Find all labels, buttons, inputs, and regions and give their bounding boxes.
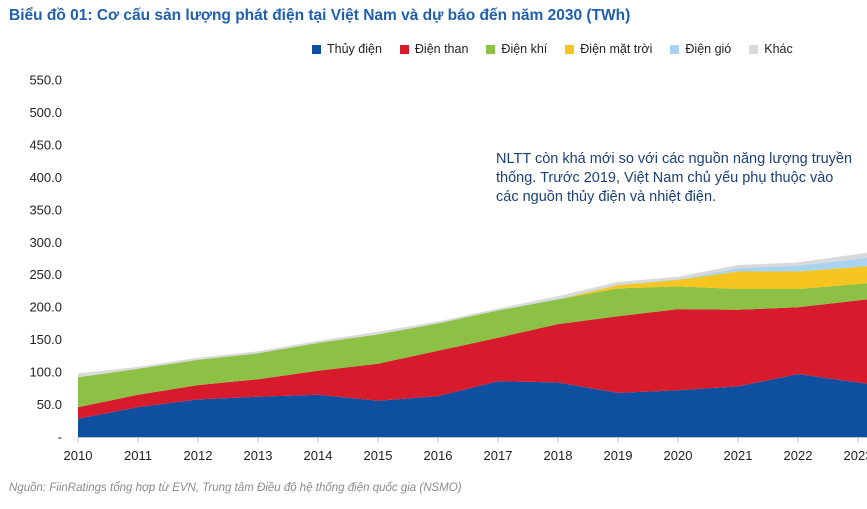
- x-axis-ticks: 2010 2011 2012 2013 2014 2015 2016 2017 2018 2019…: [64, 437, 867, 463]
- area-series-3: [78, 266, 867, 378]
- legend-item-dien-khi: Điện khí: [486, 42, 547, 56]
- y-tick-label: 550.0: [29, 73, 62, 88]
- legend-label: Điện gió: [685, 42, 732, 56]
- area-series-0: [78, 374, 867, 437]
- legend-swatch: [670, 44, 680, 54]
- y-tick-label: 500.0: [29, 105, 62, 120]
- x-tick-label: 2016: [424, 448, 453, 463]
- y-tick-label: 400.0: [29, 170, 62, 185]
- legend-item-khac: Khác: [749, 42, 793, 56]
- legend-swatch: [486, 44, 496, 54]
- legend-swatch: [312, 44, 321, 54]
- y-tick-label: 350.0: [29, 202, 62, 217]
- legend-item-dien-mat-troi: Điện mặt trời: [565, 42, 652, 56]
- legend-label: Điện khí: [501, 42, 548, 56]
- x-tick-label: 2022: [784, 448, 813, 463]
- y-tick-label: 100.0: [29, 365, 62, 380]
- x-tick-label: 2018: [544, 448, 573, 463]
- x-tick-label: 2020: [664, 448, 693, 463]
- area-series-2: [78, 283, 867, 408]
- y-tick-label: 200.0: [29, 300, 62, 315]
- x-tick-label: 2023: [844, 448, 867, 463]
- legend-swatch: [749, 44, 759, 54]
- x-tick-label: 2017: [484, 448, 513, 463]
- y-tick-label: -: [58, 430, 62, 445]
- y-tick-label: 250.0: [29, 267, 62, 282]
- area-series-1: [78, 299, 867, 419]
- x-tick-label: 2019: [604, 448, 633, 463]
- area-layers: [78, 252, 867, 437]
- chart-title: Biểu đồ 01: Cơ cấu sản lượng phát điện t…: [9, 7, 631, 24]
- legend-item-dien-than: Điện than: [399, 42, 469, 56]
- x-tick-label: 2011: [124, 448, 152, 463]
- legend-swatch: [399, 44, 409, 54]
- y-tick-label: 150.0: [29, 332, 62, 347]
- y-tick-label: 300.0: [29, 235, 62, 250]
- x-tick-label: 2015: [364, 448, 393, 463]
- chart-annotation: NLTT còn khá mới so với các nguồn năng l…: [496, 151, 853, 205]
- y-tick-label: 450.0: [29, 137, 62, 152]
- x-tick-label: 2013: [244, 448, 273, 463]
- legend-label: Điện mặt trời: [580, 42, 653, 56]
- legend-label: Khác: [764, 42, 793, 56]
- legend-label: Điện than: [414, 42, 469, 56]
- legend-item-thuy-dien: Thủy điện: [312, 42, 382, 56]
- legend-label: Thủy điện: [327, 42, 382, 56]
- x-tick-label: 2012: [184, 448, 213, 463]
- area-series-4: [78, 257, 867, 378]
- legend-swatch: [565, 44, 575, 54]
- x-tick-label: 2010: [64, 448, 93, 463]
- x-tick-label: 2014: [304, 448, 333, 463]
- source-note: Nguồn: FiinRatings tổng hợp từ EVN, Trun…: [9, 482, 462, 494]
- y-tick-label: 50.0: [37, 397, 62, 412]
- y-axis-ticks: - 50.0 100.0 150.0 200.0 250.0 300.0 350.0 400.0…: [29, 73, 62, 445]
- legend: Thủy điện Điện than Điện khí Điện mặt tr…: [312, 42, 811, 56]
- legend-item-dien-gio: Điện gió: [670, 42, 731, 56]
- area-series-5: [78, 252, 867, 378]
- x-tick-label: 2021: [724, 448, 753, 463]
